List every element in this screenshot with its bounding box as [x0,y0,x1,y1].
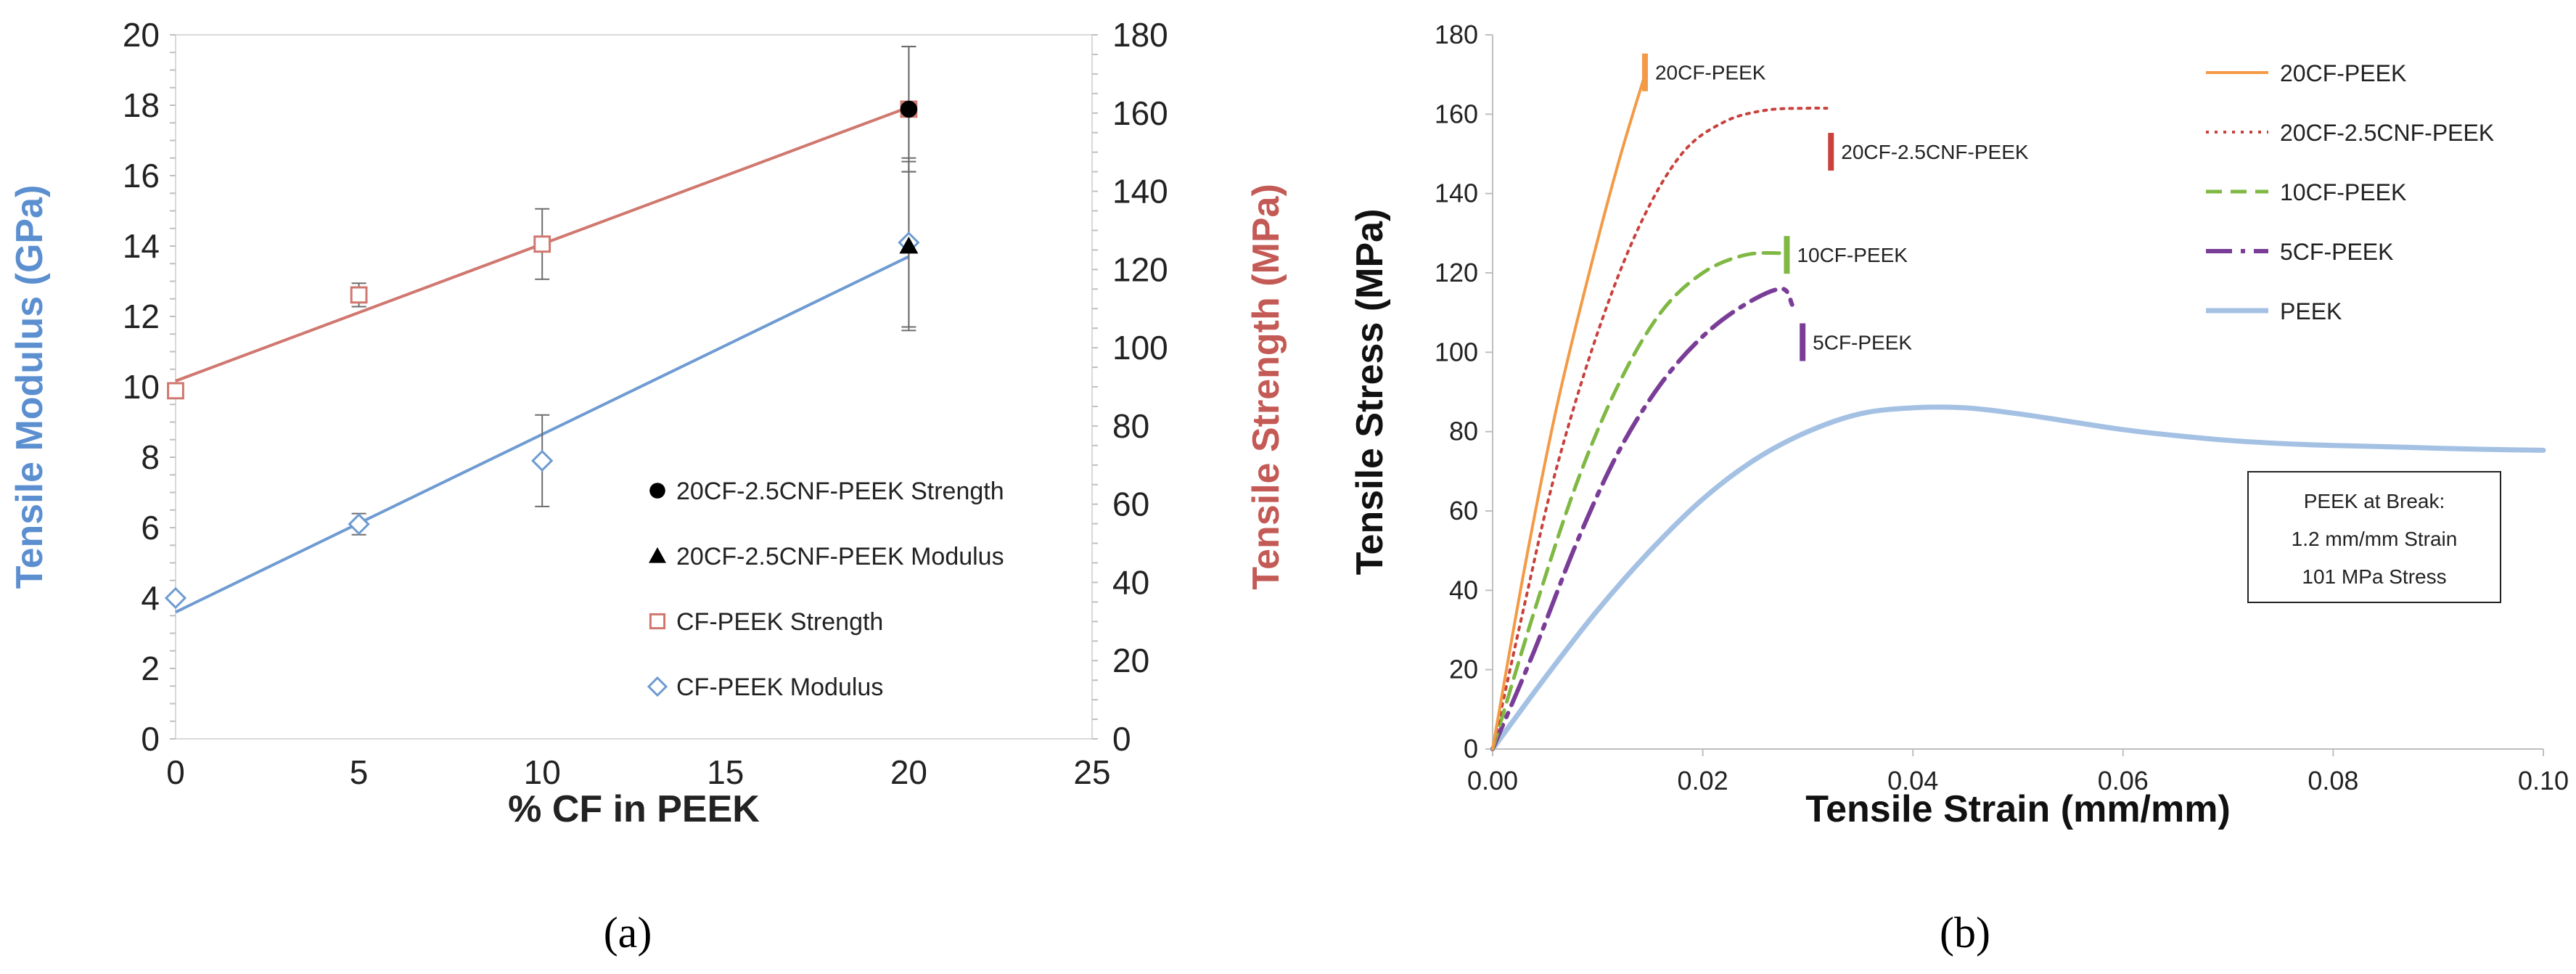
y-tick-label-b: 180 [1435,20,1478,49]
y-tick-label-b: 120 [1435,258,1478,287]
legend-label: 5CF-PEEK [2280,239,2393,265]
legend-label: 20CF-2.5CNF-PEEK Strength [676,478,1004,505]
x-tick-label-b: 0.02 [1678,766,1728,795]
x-axis-title-a: % CF in PEEK [508,788,760,830]
x-tick-label-a: 5 [350,753,369,791]
legend-label: CF-PEEK Strength [676,608,883,636]
panel-label-b: (b) [1940,909,1990,957]
y-left-tick-label: 12 [123,298,160,335]
legend-label: 20CF-2.5CNF-PEEK [2280,120,2494,146]
y-right-tick-label: 40 [1112,563,1149,601]
series-line-10cf-peek [1490,250,1784,751]
series-line-20cf-peek [1491,73,1646,750]
y-right-tick-label: 120 [1112,250,1168,288]
note-box [2247,471,2501,603]
x-tick-label-b: 0.06 [2098,766,2149,795]
legend-label: 20CF-PEEK [2280,60,2406,86]
chart-a: 0 5 10 15 20 25024681012141618200204060801001… [9,16,1287,830]
y-left-tick-label: 0 [141,720,160,758]
y-right-tick-label: 140 [1112,173,1168,210]
y-left-tick-label: 20 [123,16,160,54]
legend-label: CF-PEEK Modulus [676,674,883,701]
x-axis-title-b: Tensile Strain (mm/mm) [1805,788,2231,830]
y-left-tick-label: 4 [141,579,160,617]
y-left-tick-label: 8 [141,438,160,476]
chart-b: 0 20 40 60 80 100 120 140 160 180 0.00 0.02 0.04 0.06… [1349,20,2569,830]
break-marker [1800,323,1806,361]
break-marker [1828,133,1834,171]
series-line-5cf-peek [1490,286,1794,751]
break-annotation: 10CF-PEEK [1797,244,1908,266]
break-marker [1641,53,1648,91]
note-line: 1.2 mm/mm Strain [2292,528,2458,550]
y-right-tick-label: 100 [1112,329,1168,367]
y-tick-label-b: 40 [1449,575,1478,605]
legend-marker [649,613,666,630]
x-tick-label-a: 10 [524,753,561,791]
point-cf-peek-modulus [164,586,187,610]
y-right-tick-label: 20 [1112,642,1149,679]
point-cf-peek-strength [350,286,368,304]
y-left-tick-label: 14 [123,227,160,265]
series-line-20cf-2-5cnf-peek [1491,106,1829,750]
y-left-tick-label: 6 [141,509,160,547]
y-left-tick-label: 18 [123,86,160,124]
y-tick-label-b: 80 [1449,417,1478,446]
y-left-tick-label: 10 [123,368,160,406]
legend-label: 20CF-2.5CNF-PEEK Modulus [676,543,1004,570]
point-cf-peek-modulus [348,513,370,536]
point-cf-peek-strength [167,382,184,400]
plot-area-a [175,34,1093,740]
panel-label-a: (a) [604,909,652,957]
x-tick-label-b: 0.10 [2518,766,2569,795]
break-annotation: 20CF-2.5CNF-PEEK [1841,141,2029,163]
break-marker [1784,236,1790,274]
y-right-tick-label: 0 [1112,720,1131,758]
point-cf-peek-strength [533,235,551,253]
y-tick-label-b: 0 [1464,734,1478,764]
y-axis-title-b: Tensile Stress (MPa) [1349,209,1391,576]
x-tick-label-a: 15 [707,753,744,791]
y-tick-label-b: 100 [1435,337,1478,367]
y-tick-label-b: 160 [1435,99,1478,128]
break-annotation: 20CF-PEEK [1655,62,1766,84]
x-tick-label-b: 0.00 [1467,766,1518,795]
x-tick-label-b: 0.04 [1887,766,1938,795]
x-tick-label-b: 0.08 [2308,766,2358,795]
y-right-tick-label: 80 [1112,407,1149,445]
point-20cf-2-5cnf-peek-modulus [899,237,919,254]
break-annotation: 5CF-PEEK [1813,331,1912,353]
y-right-tick-label: 180 [1112,16,1168,54]
y-tick-label-b: 20 [1449,655,1478,684]
y-left-tick-label: 16 [123,157,160,195]
x-tick-label-a: 25 [1073,753,1110,791]
y-tick-label-b: 60 [1449,496,1478,525]
legend-marker [649,483,665,499]
legend-marker [649,547,666,563]
y-right-tick-label: 60 [1112,486,1149,523]
legend-label: 10CF-PEEK [2280,179,2406,205]
y-right-axis-title: Tensile Strength (MPa) [1245,184,1287,590]
legend-label: PEEK [2280,298,2342,324]
series-line-peek [1490,404,2546,752]
x-tick-label-a: 0 [166,753,185,791]
note-line: PEEK at Break: [2304,490,2445,512]
y-left-axis-title: Tensile Modulus (GPa) [9,185,51,589]
legend-marker [647,676,668,697]
y-right-tick-label: 160 [1112,94,1168,132]
x-tick-label-a: 20 [890,753,927,791]
y-left-tick-label: 2 [141,650,160,687]
point-cf-peek-modulus [531,449,554,472]
note-line: 101 MPa Stress [2302,565,2446,588]
y-tick-label-b: 140 [1435,179,1478,208]
point-20cf-2-5cnf-peek-strength [900,100,918,118]
